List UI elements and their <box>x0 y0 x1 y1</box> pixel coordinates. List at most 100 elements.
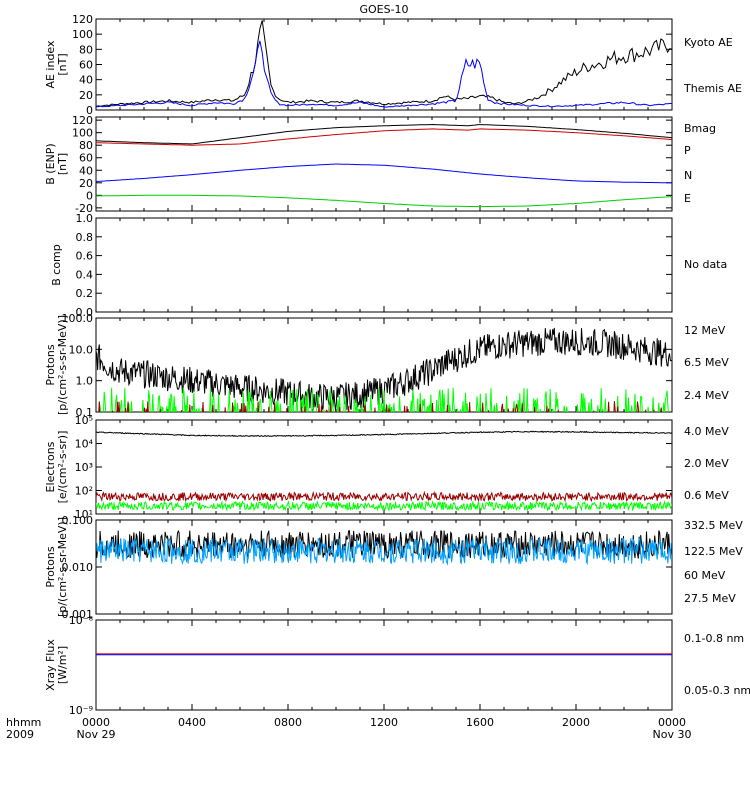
legend-entry: No data <box>684 258 727 271</box>
x-tick-label: 0400 <box>178 716 206 729</box>
y-axis-label: Protons <box>44 546 57 587</box>
series-line-p <box>96 128 672 146</box>
legend-entry: 122.5 MeV <box>684 545 743 558</box>
x-tick-label: 0000 <box>82 716 110 729</box>
y-axis-label: AE index <box>44 40 57 89</box>
series-group <box>96 20 672 108</box>
y-tick-label: -20 <box>75 202 93 215</box>
x-tick-label: 0000 <box>658 716 686 729</box>
series-line-bmag <box>96 123 672 145</box>
legend-entry: 27.5 MeV <box>684 592 736 605</box>
y-tick-label: 100 <box>72 28 93 41</box>
legend-entry: 60 MeV <box>684 569 726 582</box>
y-tick-label: 20 <box>79 177 93 190</box>
y-axis-label: [nT] <box>56 53 69 75</box>
legend-entry: 0.6 MeV <box>684 489 729 502</box>
series-group <box>96 529 672 566</box>
x-tick-label: 1200 <box>370 716 398 729</box>
y-axis-label: B comp <box>50 244 63 286</box>
series-line-6-5-mev <box>98 387 669 412</box>
series-group <box>96 327 672 412</box>
legend-entry: 2.0 MeV <box>684 457 729 470</box>
series-line-0-6-mev <box>96 430 672 438</box>
series-group <box>96 430 672 512</box>
year-label: 2009 <box>6 728 34 741</box>
y-axis-label: [nT] <box>56 153 69 175</box>
y-axis-label: Protons <box>44 344 57 385</box>
panel-4: 0.1 1.0 10.0 100.0 Protons [p/(cm²-s-sr-MeV)]… <box>44 312 729 419</box>
y-tick-label: 0.1 <box>76 406 94 419</box>
panel-3: 0.0 0.2 0.4 0.6 0.8 1.0 B comp No data <box>50 212 727 319</box>
chart-title: GOES-10 <box>359 3 408 16</box>
y-axis-label: B (ENP) <box>44 143 57 184</box>
y-tick-label: 0 <box>86 104 93 117</box>
series-line-kyoto-ae <box>96 40 672 108</box>
y-tick-label: 60 <box>79 59 93 72</box>
y-tick-label: 20 <box>79 89 93 102</box>
legend-entry: 332.5 MeV <box>684 519 743 532</box>
y-tick-label: 120 <box>72 13 93 26</box>
series-line-4-0-mev <box>96 490 672 503</box>
y-axis-label: [p/(cm²-s-sr-MeV)] <box>56 315 69 415</box>
end-date-label: Nov 30 <box>653 728 692 741</box>
legend-entry: Bmag <box>684 122 716 135</box>
y-tick-label: 40 <box>79 74 93 87</box>
legend-entry: Kyoto AE <box>684 36 733 49</box>
y-axis-label: Electrons <box>44 441 57 492</box>
panel-7: 10⁻⁹ 10⁻⁸ Xray Flux [W/m²] 0.1-0.8 nm 0.05-0.… <box>44 614 750 717</box>
y-tick-label: 10³ <box>75 461 93 474</box>
y-tick-label: 10⁵ <box>75 414 93 427</box>
y-tick-label: 0.8 <box>76 231 94 244</box>
series-line-60-mev <box>96 537 672 566</box>
panel-frame <box>95 18 673 111</box>
y-tick-label: 0.0 <box>76 306 94 319</box>
y-tick-label: 1.0 <box>76 375 94 388</box>
x-tick-label: 0800 <box>274 716 302 729</box>
y-axis-label: [W/m²] <box>56 646 69 684</box>
y-tick-label: 0 <box>86 189 93 202</box>
y-tick-label: 10⁻⁸ <box>69 614 94 627</box>
y-tick-label: 10² <box>75 485 93 498</box>
panel-1: 0 20 40 60 80 100 120 AE index [nT] Kyoto AE Themi… <box>44 13 742 117</box>
time-format-label: hhmm <box>6 716 41 729</box>
y-tick-label: 10.0 <box>69 343 94 356</box>
panel-5: 10¹ 10² 10³ 10⁴ 10⁵ Electrons [e/(cm²-s-sr)] 4.… <box>44 414 729 521</box>
panel-frame <box>95 217 673 313</box>
panel-frame <box>95 619 673 711</box>
y-tick-label: 0.001 <box>62 608 94 621</box>
legend-entry: 12 MeV <box>684 324 726 337</box>
y-tick-label: 80 <box>79 139 93 152</box>
y-tick-label: 0.2 <box>76 287 94 300</box>
x-tick-label: 2000 <box>562 716 590 729</box>
panel-6: 0.001 0.010 0.100 Protons [p/(cm²-s-sr-MeV)]… <box>44 514 743 621</box>
y-tick-label: 80 <box>79 43 93 56</box>
y-tick-label: 100.0 <box>62 312 94 325</box>
y-axis-label: [e/(cm²-s-sr)] <box>56 431 69 504</box>
y-tick-label: 60 <box>79 152 93 165</box>
x-tick-label: 1600 <box>466 716 494 729</box>
legend-entry: 2.4 MeV <box>684 389 729 402</box>
y-tick-label: 10⁴ <box>75 438 94 451</box>
legend-entry: E <box>684 192 691 205</box>
y-tick-label: 10¹ <box>75 508 93 521</box>
legend-entry: Themis AE <box>683 82 742 95</box>
y-tick-label: 40 <box>79 164 93 177</box>
start-date-label: Nov 29 <box>77 728 116 741</box>
series-line-2-0-mev <box>96 500 672 512</box>
legend-entry: 0.1-0.8 nm <box>684 632 744 645</box>
y-axis-label: [p/(cm²-s-sr-MeV)] <box>56 517 69 617</box>
series-group <box>96 653 672 656</box>
y-tick-label: 1.0 <box>76 212 94 225</box>
y-tick-label: 0.6 <box>76 250 94 263</box>
y-tick-label: 0.010 <box>62 561 94 574</box>
legend-entry: 0.05-0.3 nm <box>684 684 750 697</box>
y-tick-label: 120 <box>72 114 93 127</box>
legend-entry: 6.5 MeV <box>684 356 729 369</box>
y-tick-label: 100 <box>72 127 93 140</box>
legend-entry: N <box>684 169 692 182</box>
series-line-themis-ae <box>96 20 672 107</box>
